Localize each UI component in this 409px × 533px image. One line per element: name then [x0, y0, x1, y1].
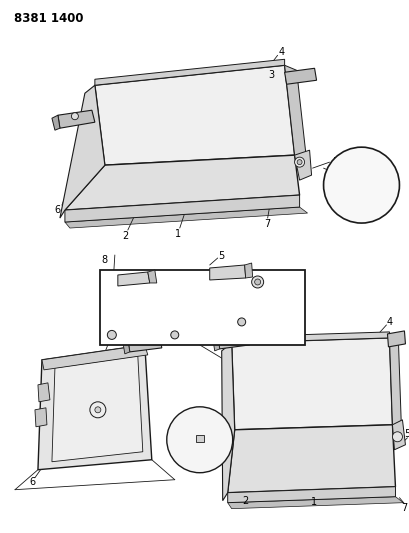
- Circle shape: [94, 407, 101, 413]
- Polygon shape: [209, 265, 245, 280]
- Text: 2: 2: [242, 496, 248, 506]
- Circle shape: [251, 276, 263, 288]
- Polygon shape: [65, 195, 299, 222]
- Polygon shape: [94, 59, 284, 85]
- Text: 3: 3: [257, 322, 263, 332]
- Polygon shape: [195, 435, 203, 442]
- Circle shape: [254, 279, 260, 285]
- Circle shape: [297, 160, 301, 165]
- Text: 5: 5: [332, 157, 338, 167]
- Text: 9: 9: [182, 335, 189, 345]
- Text: 3: 3: [268, 70, 274, 80]
- Text: 5: 5: [218, 251, 224, 261]
- Polygon shape: [65, 207, 307, 228]
- Text: 8: 8: [128, 344, 135, 354]
- Polygon shape: [128, 335, 162, 352]
- Polygon shape: [94, 65, 294, 165]
- Polygon shape: [38, 345, 151, 470]
- Polygon shape: [231, 338, 391, 430]
- Text: 8381 1400: 8381 1400: [14, 12, 83, 26]
- Text: 2: 2: [122, 231, 129, 241]
- Polygon shape: [227, 487, 395, 503]
- Circle shape: [166, 407, 232, 473]
- Polygon shape: [147, 270, 156, 283]
- Polygon shape: [42, 345, 147, 370]
- Text: 1: 1: [310, 497, 316, 507]
- Circle shape: [107, 330, 116, 340]
- Polygon shape: [58, 110, 94, 128]
- Text: 6: 6: [224, 442, 230, 452]
- Polygon shape: [387, 331, 405, 347]
- Circle shape: [323, 147, 398, 223]
- Text: 4: 4: [278, 47, 284, 57]
- Polygon shape: [284, 68, 316, 84]
- Text: 7: 7: [400, 503, 407, 513]
- Circle shape: [171, 331, 178, 339]
- Text: 6: 6: [29, 477, 35, 487]
- Text: 4: 4: [385, 317, 391, 327]
- Text: 12: 12: [203, 409, 216, 419]
- Polygon shape: [38, 383, 50, 402]
- Text: 6: 6: [55, 205, 61, 215]
- Circle shape: [294, 157, 304, 167]
- Polygon shape: [227, 425, 395, 492]
- Polygon shape: [123, 340, 130, 354]
- Text: 8: 8: [101, 255, 108, 265]
- Text: 7: 7: [264, 219, 270, 229]
- Polygon shape: [294, 150, 311, 180]
- Polygon shape: [221, 343, 234, 500]
- Polygon shape: [391, 420, 405, 450]
- Text: 10: 10: [271, 275, 283, 285]
- Text: 5: 5: [403, 429, 409, 439]
- Text: 11: 11: [371, 158, 383, 168]
- Polygon shape: [52, 356, 142, 462]
- Polygon shape: [217, 332, 249, 349]
- Text: 7: 7: [161, 283, 168, 293]
- Text: 1: 1: [174, 229, 180, 239]
- Polygon shape: [227, 497, 402, 508]
- Polygon shape: [65, 155, 299, 210]
- Polygon shape: [35, 408, 47, 427]
- Polygon shape: [117, 272, 149, 286]
- Polygon shape: [244, 263, 252, 278]
- Circle shape: [71, 112, 78, 120]
- Circle shape: [391, 432, 402, 442]
- Bar: [100, 270, 304, 345]
- Polygon shape: [284, 65, 306, 160]
- Circle shape: [237, 318, 245, 326]
- Polygon shape: [52, 115, 60, 130]
- Polygon shape: [60, 85, 105, 218]
- Polygon shape: [389, 338, 400, 429]
- Polygon shape: [231, 332, 389, 343]
- Polygon shape: [212, 336, 219, 351]
